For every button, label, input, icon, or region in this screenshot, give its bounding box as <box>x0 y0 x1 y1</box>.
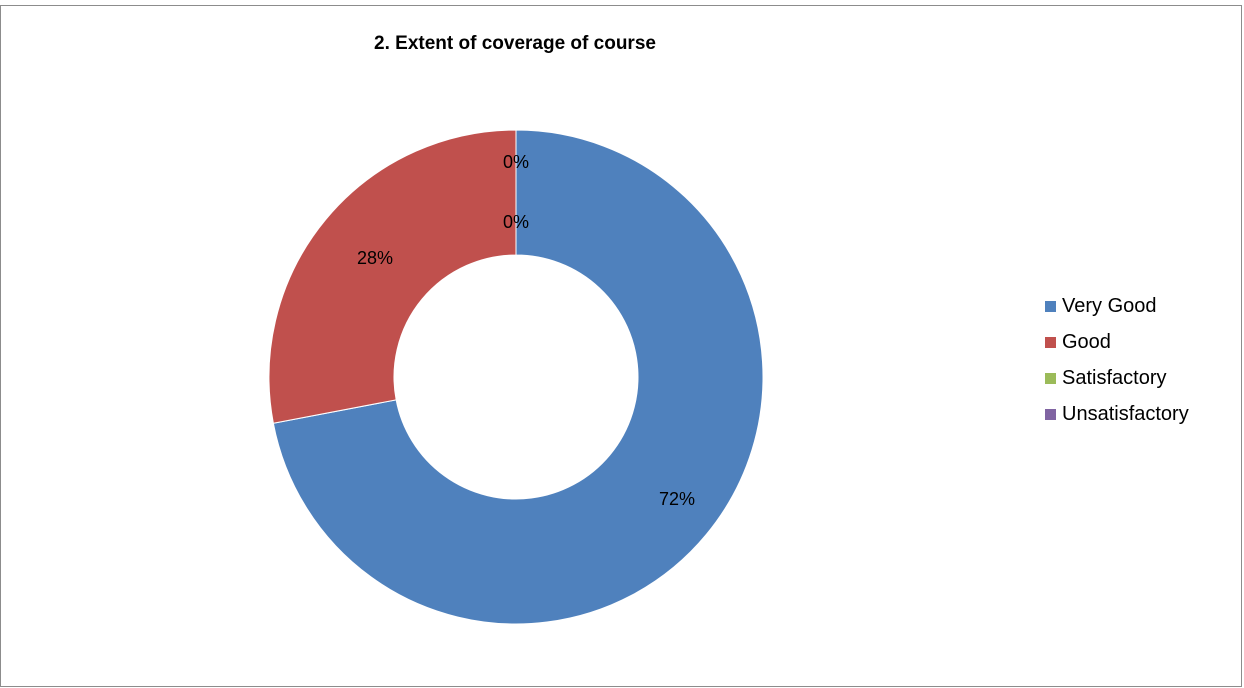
legend-swatch-satisfactory <box>1045 372 1056 384</box>
legend-item-very-good: Very Good <box>1045 288 1189 324</box>
slice-good <box>268 129 517 424</box>
data-label-very-good: 72% <box>659 489 695 509</box>
slice-very-good <box>272 129 764 625</box>
legend-swatch-very-good <box>1045 300 1056 312</box>
data-label-satisfactory: 0% <box>503 152 529 172</box>
legend-label-unsatisfactory: Unsatisfactory <box>1062 402 1189 425</box>
legend-item-unsatisfactory: Unsatisfactory <box>1045 396 1189 432</box>
legend-item-satisfactory: Satisfactory <box>1045 360 1189 396</box>
legend-label-very-good: Very Good <box>1062 294 1157 317</box>
data-label-unsatisfactory: 0% <box>503 212 529 232</box>
data-label-good: 28% <box>357 248 393 268</box>
legend-item-good: Good <box>1045 324 1189 360</box>
legend-label-satisfactory: Satisfactory <box>1062 366 1167 389</box>
legend-swatch-good <box>1045 336 1056 348</box>
legend-label-good: Good <box>1062 330 1111 353</box>
chart-title: 2. Extent of coverage of course <box>374 33 656 54</box>
legend: Very Good Good Satisfactory Unsatisfacto… <box>1045 288 1189 432</box>
legend-swatch-unsatisfactory <box>1045 408 1056 420</box>
